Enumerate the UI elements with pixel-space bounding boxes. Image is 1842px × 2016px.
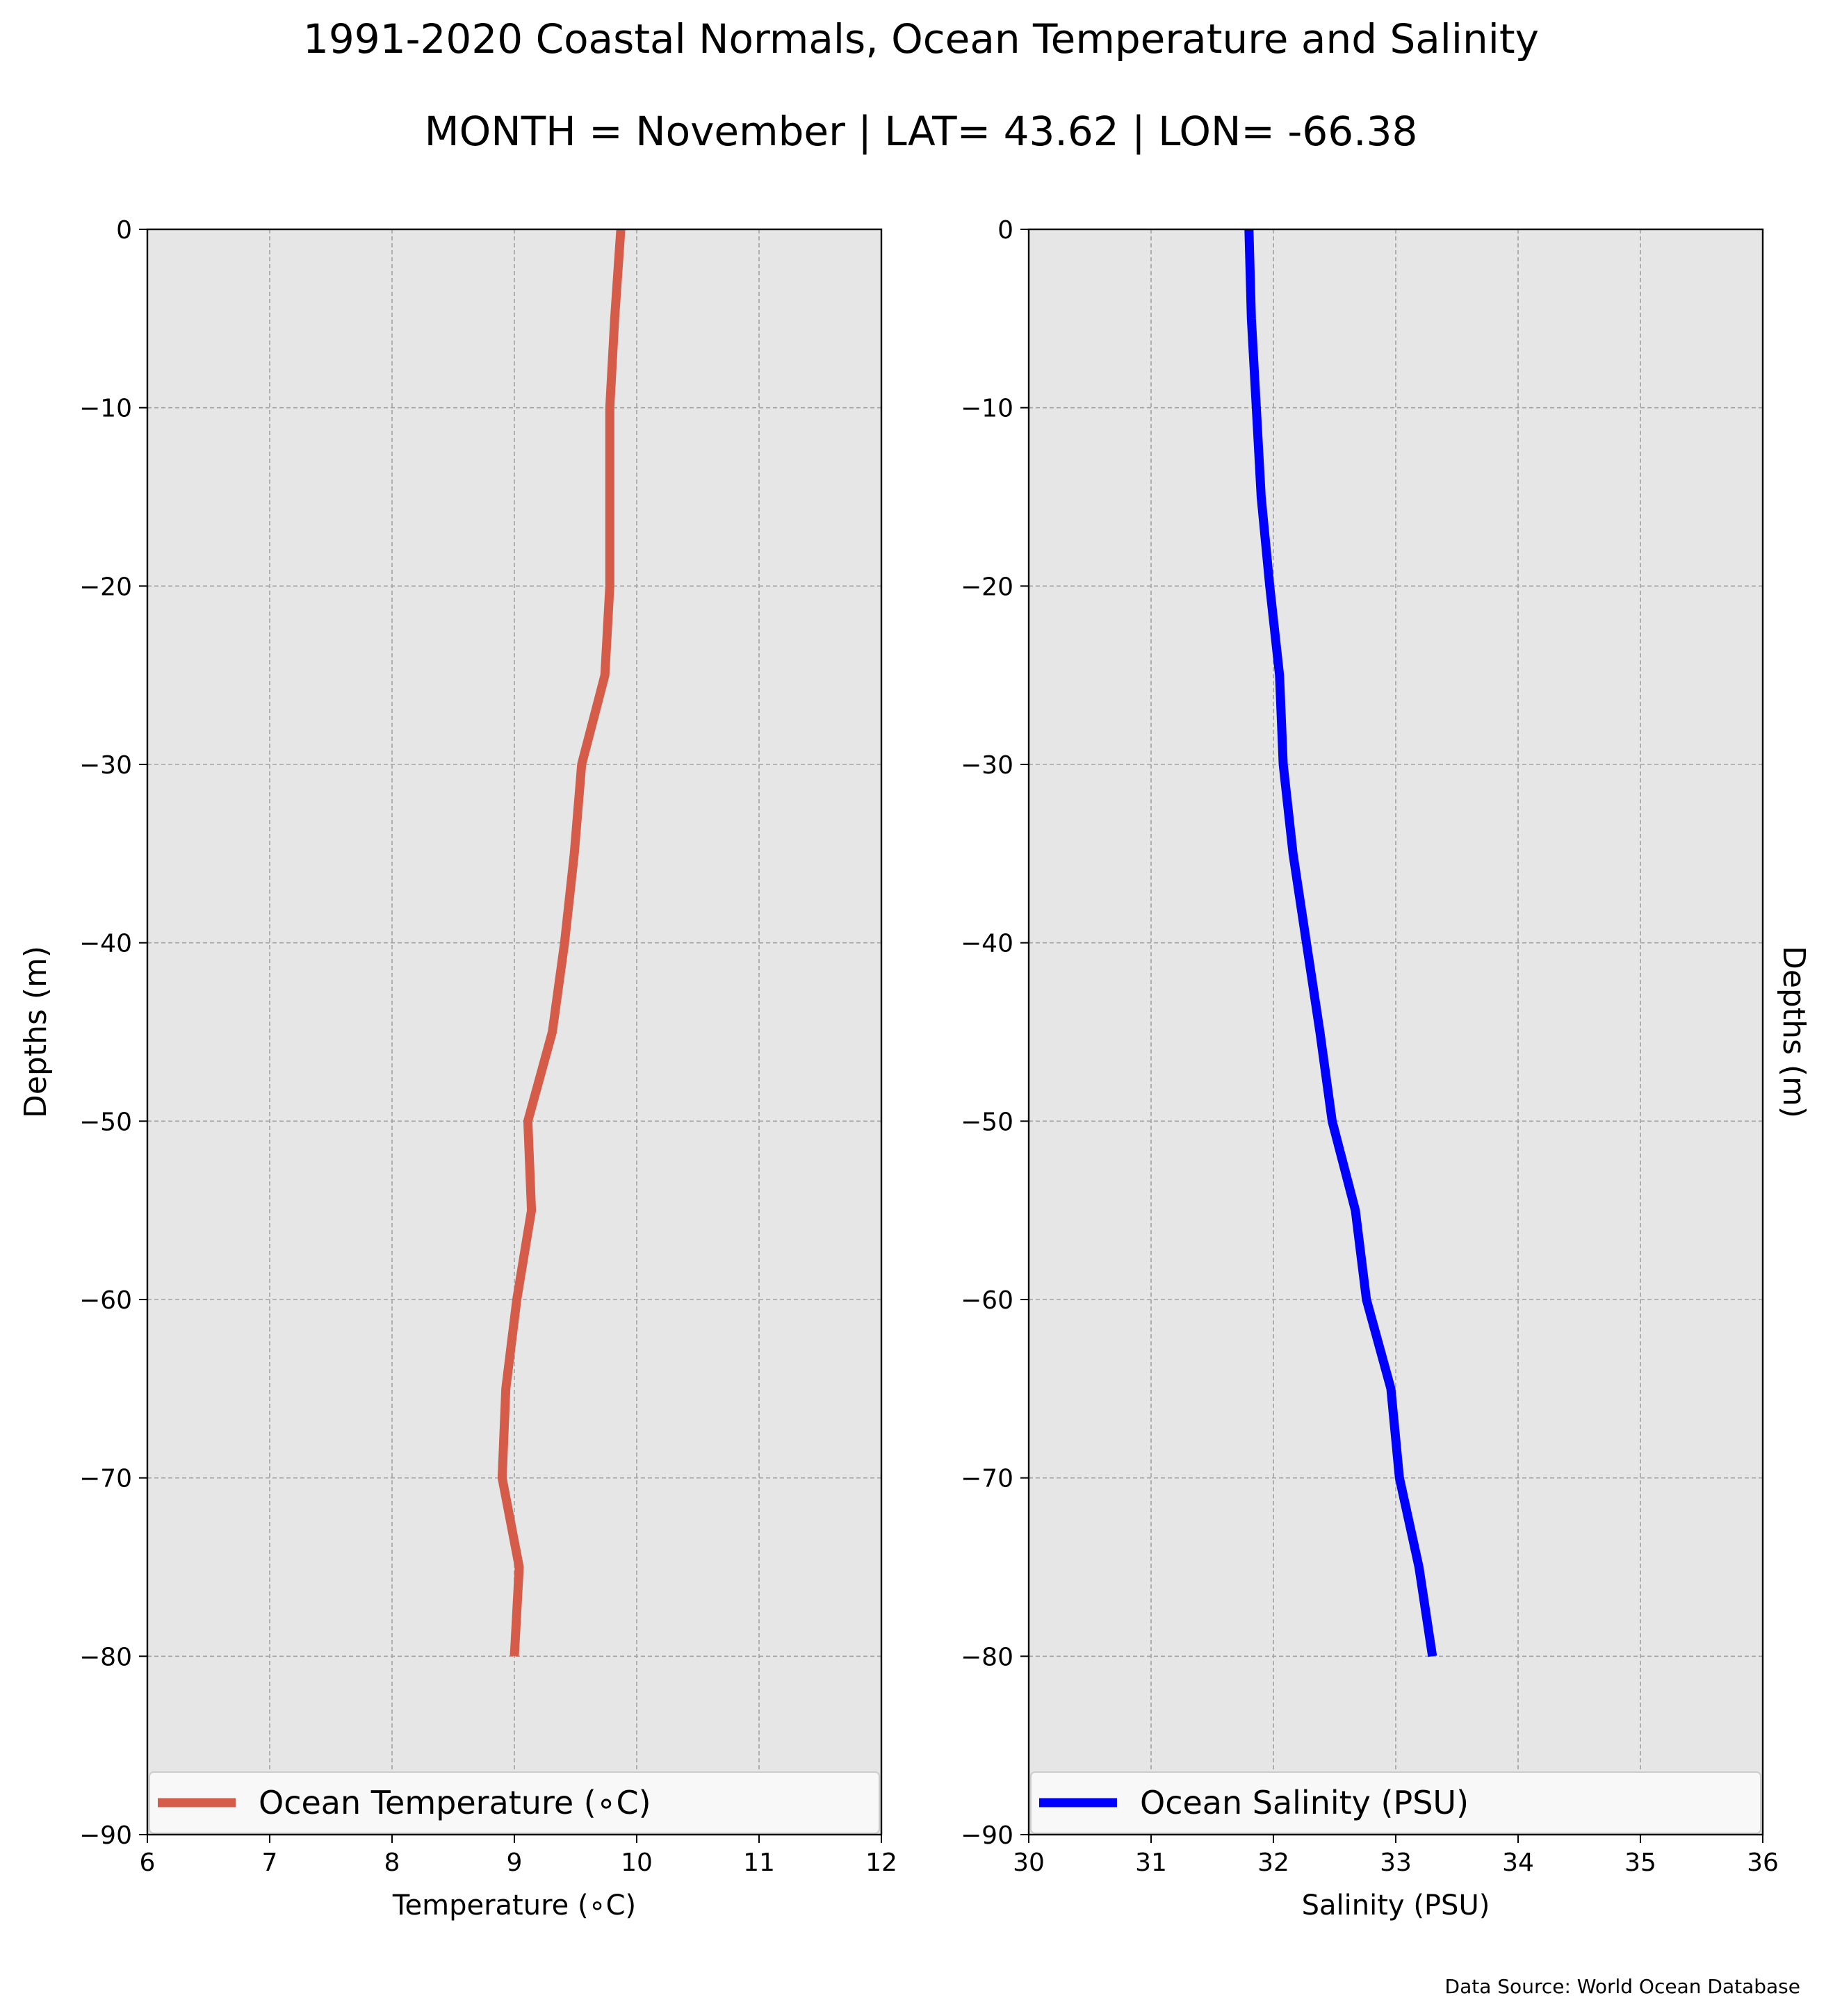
salinity-x-tick-label: 36 <box>1747 1849 1779 1877</box>
temperature-x-tick-label: 9 <box>507 1849 523 1877</box>
salinity-x-axis-label: Salinity (PSU) <box>1302 1890 1490 1921</box>
salinity-axes-frame <box>1027 228 1764 1836</box>
temperature-x-tick-label: 8 <box>384 1849 400 1877</box>
temperature-series-line <box>497 229 626 1657</box>
temperature-y-tick-label: −90 <box>79 1821 132 1850</box>
temperature-y-tick-label: −60 <box>79 1286 132 1315</box>
temperature-y-tick-label: 0 <box>116 216 132 245</box>
temperature-axes-frame <box>146 228 883 1836</box>
chart-title: 1991-2020 Coastal Normals, Ocean Tempera… <box>303 15 1539 63</box>
salinity-series-line <box>1244 229 1437 1657</box>
temperature-y-axis-label: Depths (m) <box>18 946 54 1118</box>
temperature-x-tick-label: 7 <box>262 1849 278 1877</box>
temperature-y-tick-label: −20 <box>79 573 132 601</box>
salinity-x-tick-label: 32 <box>1257 1849 1289 1877</box>
salinity-y-tick-label: −40 <box>961 930 1013 958</box>
temperature-y-tick-label: −50 <box>79 1108 132 1136</box>
salinity-y-tick-label: −10 <box>961 395 1013 423</box>
salinity-x-tick-label: 31 <box>1135 1849 1167 1877</box>
temperature-legend-label: Ocean Temperature (∘C) <box>259 1784 651 1821</box>
salinity-y-tick-label: −30 <box>961 751 1013 780</box>
temperature-panel: 6 7 8 9 10 11 12 0 −10 −20 −30 −40 −50 −60 −70 −80 −90 Oc… <box>18 216 897 1921</box>
salinity-y-tick-label: −80 <box>961 1643 1013 1671</box>
temperature-legend <box>149 1771 880 1834</box>
salinity-legend-label: Ocean Salinity (PSU) <box>1140 1784 1469 1821</box>
temperature-y-tick-label: −70 <box>79 1465 132 1493</box>
temperature-x-tick-label: 10 <box>621 1849 653 1877</box>
salinity-y-tick-label: −70 <box>961 1465 1013 1493</box>
chart-subtitle: MONTH = November | LAT= 43.62 | LON= -66… <box>424 108 1418 155</box>
salinity-y-tick-label: −90 <box>961 1821 1013 1850</box>
data-source-note: Data Source: World Ocean Database <box>1444 1975 1800 1998</box>
salinity-y-tick-label: 0 <box>997 216 1013 245</box>
salinity-y-tick-label: −20 <box>961 573 1013 601</box>
salinity-legend <box>1030 1771 1761 1834</box>
temperature-x-tick-label: 11 <box>743 1849 775 1877</box>
salinity-y-tick-label: −50 <box>961 1108 1013 1136</box>
temperature-x-tick-label: 6 <box>140 1849 156 1877</box>
temperature-y-tick-label: −10 <box>79 395 132 423</box>
temperature-y-tick-label: −80 <box>79 1643 132 1671</box>
temperature-x-axis-label: Temperature (∘C) <box>392 1890 636 1921</box>
temperature-y-tick-label: −40 <box>79 930 132 958</box>
temperature-x-tick-label: 12 <box>865 1849 897 1877</box>
salinity-x-tick-label: 30 <box>1013 1849 1045 1877</box>
salinity-panel: 30 31 32 33 34 35 36 0 −10 −20 −30 −40 −50 −60 −70 −80 −… <box>961 216 1811 1921</box>
salinity-x-tick-label: 35 <box>1624 1849 1656 1877</box>
salinity-x-tick-label: 33 <box>1380 1849 1412 1877</box>
salinity-y-tick-label: −60 <box>961 1286 1013 1315</box>
temperature-y-tick-label: −30 <box>79 751 132 780</box>
salinity-y-axis-label: Depths (m) <box>1776 946 1811 1118</box>
salinity-x-tick-label: 34 <box>1502 1849 1534 1877</box>
